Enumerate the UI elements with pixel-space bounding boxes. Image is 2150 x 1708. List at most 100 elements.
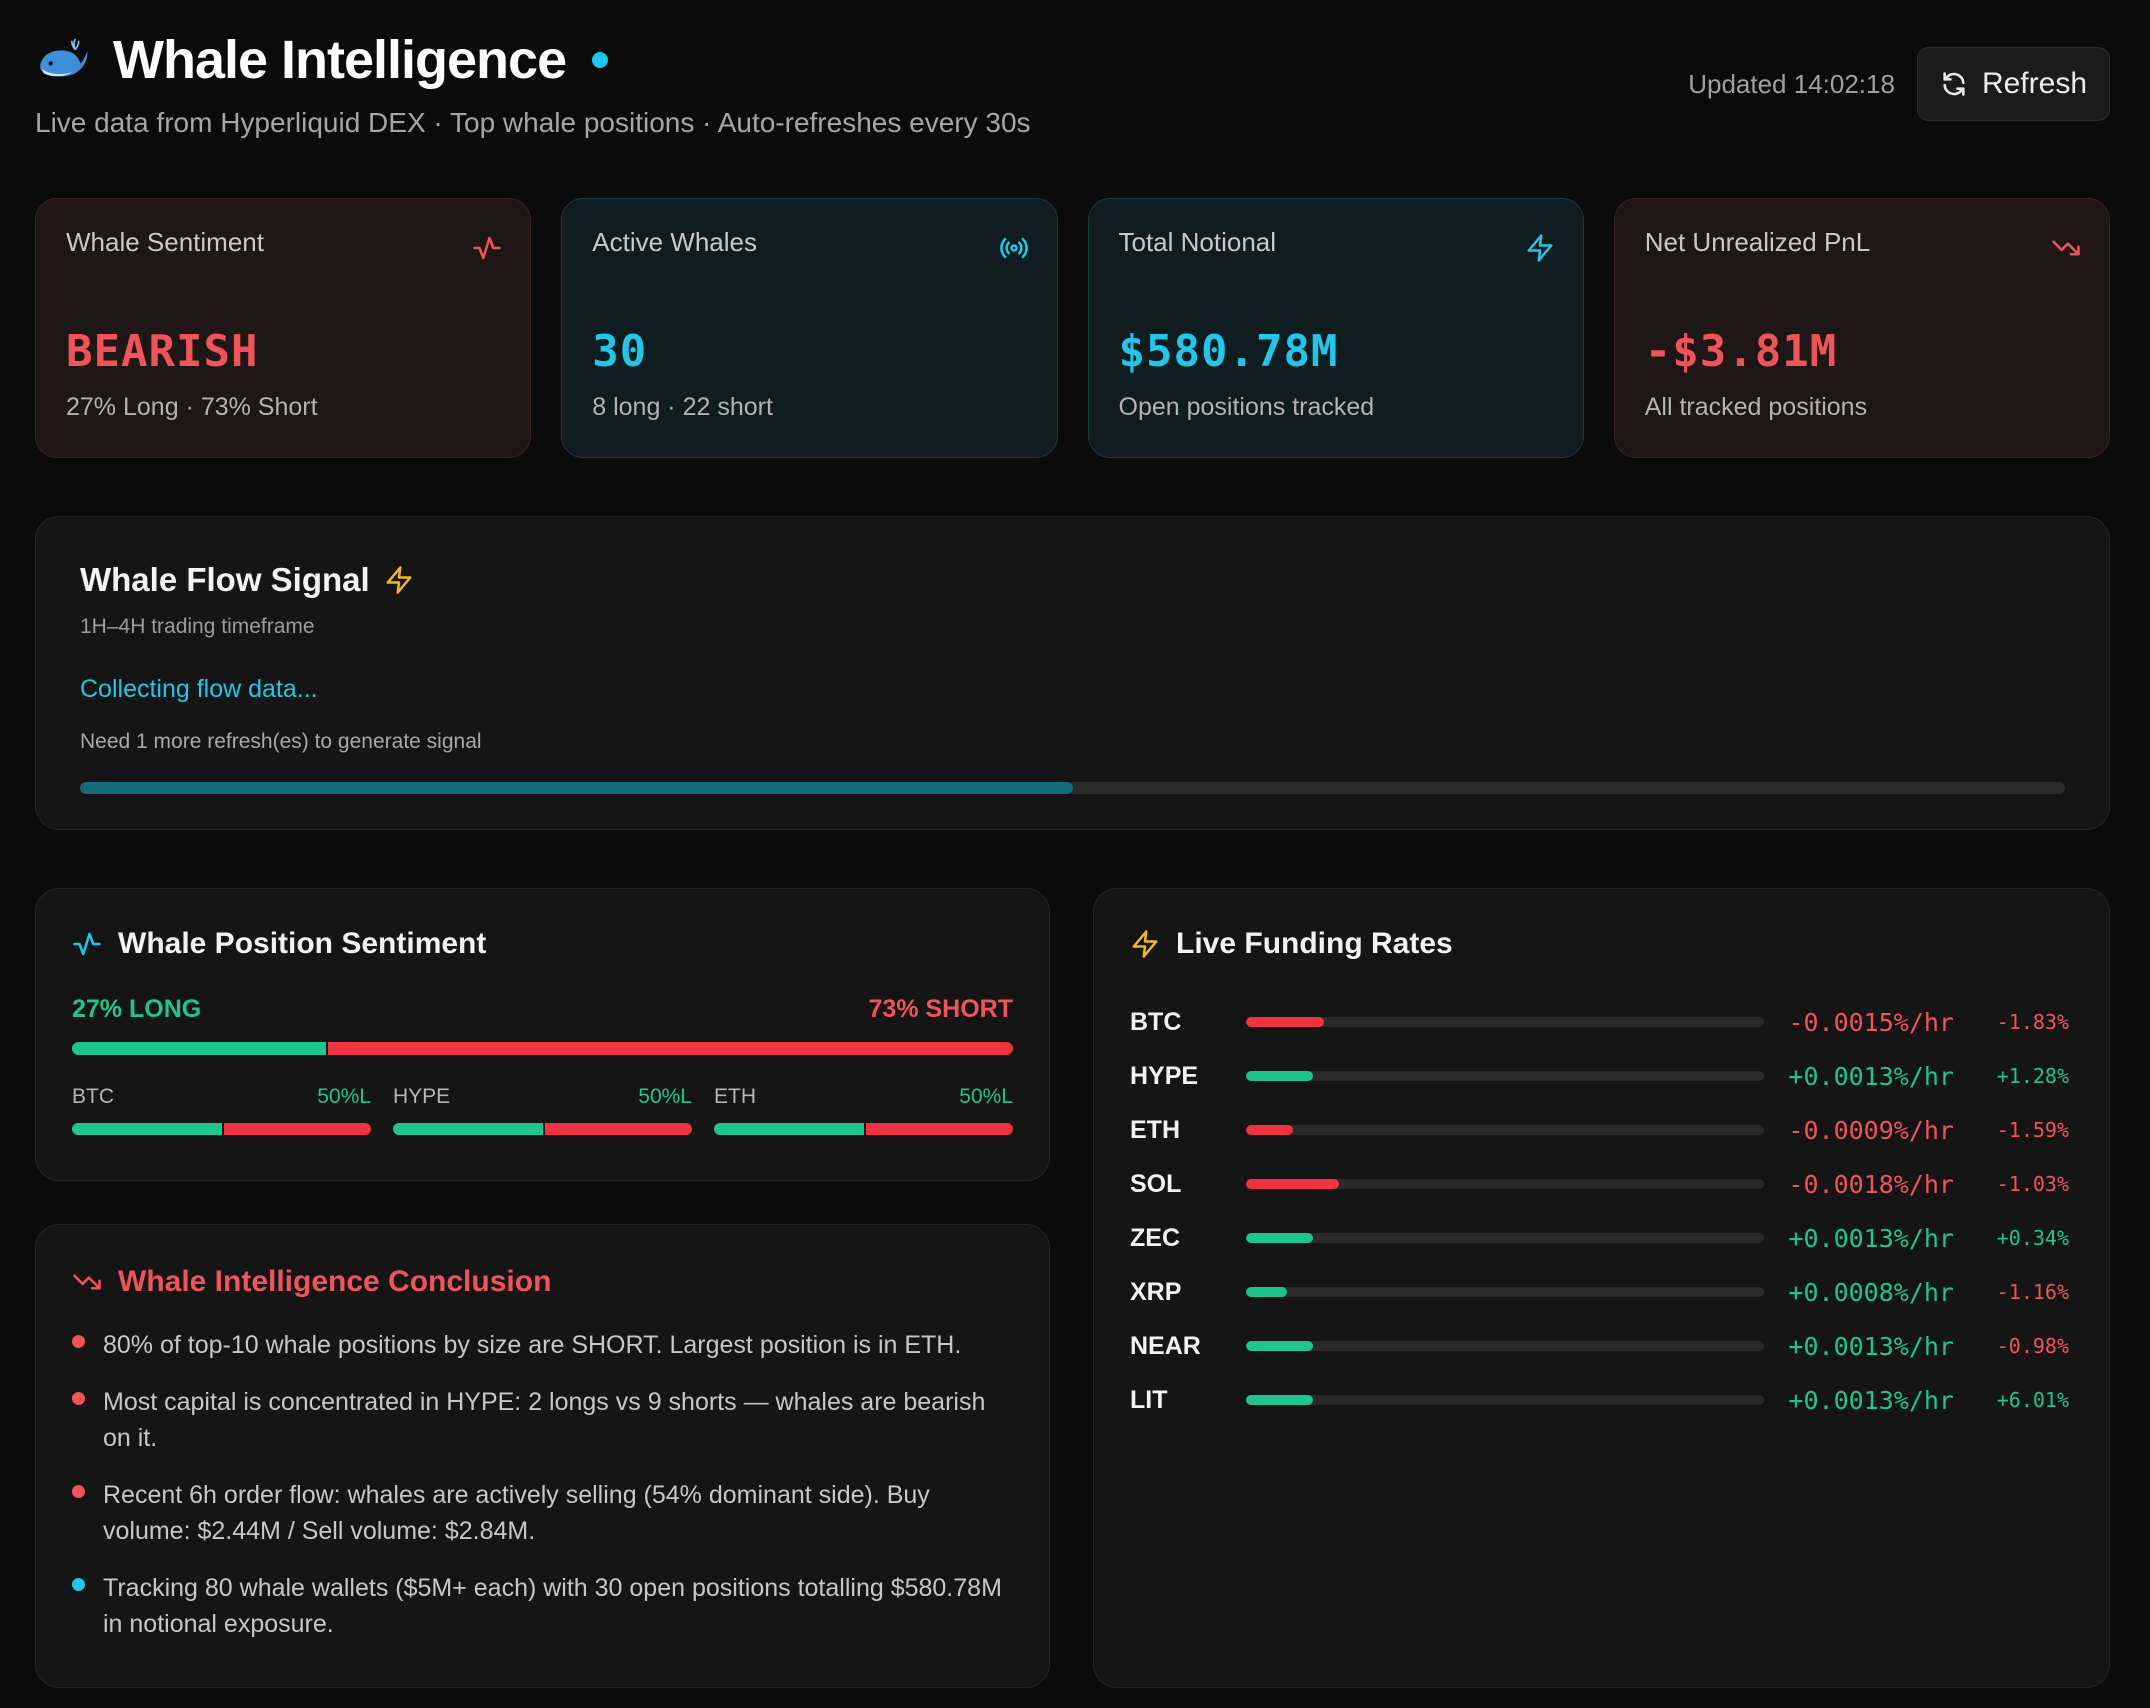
- trending-down-icon: [2052, 240, 2080, 256]
- flow-title-row: Whale Flow Signal: [80, 561, 2065, 599]
- panel-title-row: Live Funding Rates: [1130, 927, 2073, 961]
- flow-progress-bar: [80, 782, 2065, 794]
- flow-refresh-requirement: Need 1 more refresh(es) to generate sign…: [80, 730, 482, 753]
- short-segment: [328, 1042, 1013, 1055]
- conclusion-text: Most capital is concentrated in HYPE: 2 …: [103, 1388, 986, 1452]
- coin-head: ETH 50%L: [714, 1085, 1013, 1109]
- trending-down-icon: [73, 1274, 101, 1290]
- long-percentage: 27% LONG: [72, 995, 202, 1023]
- list-item: Recent 6h order flow: whales are activel…: [72, 1477, 1013, 1549]
- page-header: Whale Intelligence Live data from Hyperl…: [35, 25, 2110, 145]
- stat-value: 30: [592, 326, 648, 377]
- coin-name: HYPE: [393, 1085, 451, 1108]
- coin-long-percent: 50%L: [317, 1085, 371, 1108]
- coin-long-percent: 50%L: [638, 1085, 692, 1108]
- funding-row-near: NEAR +0.0013%/hr -0.98%: [1130, 1319, 2073, 1373]
- funding-rate: -0.0009%/hr: [1788, 1115, 1954, 1145]
- funding-rate-fill: [1246, 1395, 1314, 1405]
- flow-timeframe: 1H–4H trading timeframe: [80, 615, 315, 638]
- bullet-dot: [72, 1335, 85, 1348]
- stat-label: Total Notional: [1118, 227, 1277, 257]
- funding-rate: +0.0013%/hr: [1788, 1385, 1954, 1415]
- page-subtitle: Live data from Hyperliquid DEX · Top wha…: [35, 107, 1031, 138]
- funding-change: +6.01%: [1996, 1388, 2069, 1412]
- bullet-dot: [72, 1485, 85, 1498]
- funding-coin: NEAR: [1130, 1331, 1201, 1360]
- activity-icon: [473, 236, 501, 260]
- funding-rate-bar: [1246, 1341, 1764, 1351]
- funding-change: -1.16%: [1996, 1280, 2069, 1304]
- funding-rate: -0.0015%/hr: [1788, 1007, 1954, 1037]
- flow-progress-fill: [80, 782, 1073, 794]
- long-segment: [714, 1123, 864, 1135]
- stat-card-net-unrealized-pnl: Net Unrealized PnL -$3.81M All tracked p…: [1613, 198, 2110, 458]
- coin-sentiment-list: BTC 50%L HYPE 50%L ETH 50%L: [72, 1085, 1013, 1135]
- updated-timestamp: Updated 14:02:18: [1688, 68, 1895, 99]
- refresh-button[interactable]: Refresh: [1916, 47, 2110, 121]
- funding-rate-bar: [1246, 1287, 1764, 1297]
- coin-head: BTC 50%L: [72, 1085, 371, 1109]
- stat-card-active-whales: Active Whales 30 8 long · 22 short: [561, 198, 1058, 458]
- long-short-labels: 27% LONG 73% SHORT: [72, 995, 1013, 1024]
- funding-coin: LIT: [1130, 1385, 1168, 1414]
- funding-rate-fill: [1246, 1071, 1314, 1081]
- short-percentage: 73% SHORT: [868, 995, 1013, 1023]
- stat-label: Whale Sentiment: [66, 227, 264, 257]
- long-short-bar: [72, 1042, 1013, 1055]
- funding-change: -1.83%: [1996, 1010, 2069, 1034]
- funding-coin: XRP: [1130, 1277, 1182, 1306]
- title-row: Whale Intelligence: [35, 25, 2110, 95]
- conclusion-text: Tracking 80 whale wallets ($5M+ each) wi…: [103, 1574, 1002, 1638]
- funding-rate-bar: [1246, 1395, 1764, 1405]
- funding-rate: +0.0013%/hr: [1788, 1061, 1954, 1091]
- conclusion-text: 80% of top-10 whale positions by size ar…: [103, 1331, 962, 1359]
- funding-row-sol: SOL -0.0018%/hr -1.03%: [1130, 1157, 2073, 1211]
- funding-rate-bar: [1246, 1233, 1764, 1243]
- funding-rate-list: BTC -0.0015%/hr -1.83% HYPE +0.0013%/hr +1.28…: [1130, 995, 2073, 1427]
- lightning-icon: [1132, 930, 1158, 958]
- stat-label: Net Unrealized PnL: [1644, 227, 1871, 257]
- funding-rate-fill: [1246, 1179, 1340, 1189]
- panel-title-row: Whale Position Sentiment: [72, 927, 1013, 961]
- whale-intelligence-conclusion-panel: Whale Intelligence Conclusion 80% of top…: [35, 1224, 1050, 1688]
- long-segment: [72, 1042, 327, 1055]
- funding-rate: +0.0013%/hr: [1788, 1331, 1954, 1361]
- coin-long-short-bar: [714, 1123, 1013, 1135]
- panel-title: Whale Intelligence Conclusion: [118, 1265, 552, 1298]
- stat-value: BEARISH: [66, 326, 259, 377]
- funding-rate: +0.0008%/hr: [1788, 1277, 1954, 1307]
- funding-rate-fill: [1246, 1341, 1314, 1351]
- coin-head: HYPE 50%L: [393, 1085, 692, 1109]
- funding-rate: -0.0018%/hr: [1788, 1169, 1954, 1199]
- funding-change: -1.59%: [1996, 1118, 2069, 1142]
- refresh-icon: [1943, 72, 1965, 96]
- live-indicator-dot: [592, 52, 609, 68]
- funding-rate: +0.0013%/hr: [1788, 1223, 1954, 1253]
- coin-sentiment-hype: HYPE 50%L: [393, 1085, 692, 1135]
- funding-coin: SOL: [1130, 1169, 1182, 1198]
- refresh-label: Refresh: [1981, 67, 2087, 100]
- bullet-dot: [72, 1392, 85, 1405]
- list-item: Most capital is concentrated in HYPE: 2 …: [72, 1384, 1013, 1456]
- funding-rate-bar: [1246, 1125, 1764, 1135]
- funding-rate-bar: [1246, 1017, 1764, 1027]
- header-actions: Updated 14:02:18 Refresh: [1688, 47, 2110, 121]
- coin-long-short-bar: [72, 1123, 371, 1135]
- funding-row-zec: ZEC +0.0013%/hr +0.34%: [1130, 1211, 2073, 1265]
- panel-title: Whale Position Sentiment: [118, 927, 487, 960]
- activity-icon: [73, 932, 101, 956]
- coin-name: BTC: [72, 1085, 114, 1108]
- funding-row-lit: LIT +0.0013%/hr +6.01%: [1130, 1373, 2073, 1427]
- lightning-icon: [1527, 234, 1553, 262]
- stat-value: -$3.81M: [1644, 326, 1838, 377]
- funding-row-hype: HYPE +0.0013%/hr +1.28%: [1130, 1049, 2073, 1103]
- whale-position-sentiment-panel: Whale Position Sentiment 27% LONG 73% SH…: [35, 888, 1050, 1181]
- funding-coin: BTC: [1130, 1007, 1182, 1036]
- list-item: 80% of top-10 whale positions by size ar…: [72, 1327, 1013, 1363]
- funding-change: -0.98%: [1996, 1334, 2069, 1358]
- funding-change: -1.03%: [1996, 1172, 2069, 1196]
- stat-cards: Whale Sentiment BEARISH 27% Long · 73% S…: [35, 198, 2110, 458]
- flow-title: Whale Flow Signal: [80, 561, 370, 598]
- funding-row-eth: ETH -0.0009%/hr -1.59%: [1130, 1103, 2073, 1157]
- app-title: Whale Intelligence: [113, 30, 567, 90]
